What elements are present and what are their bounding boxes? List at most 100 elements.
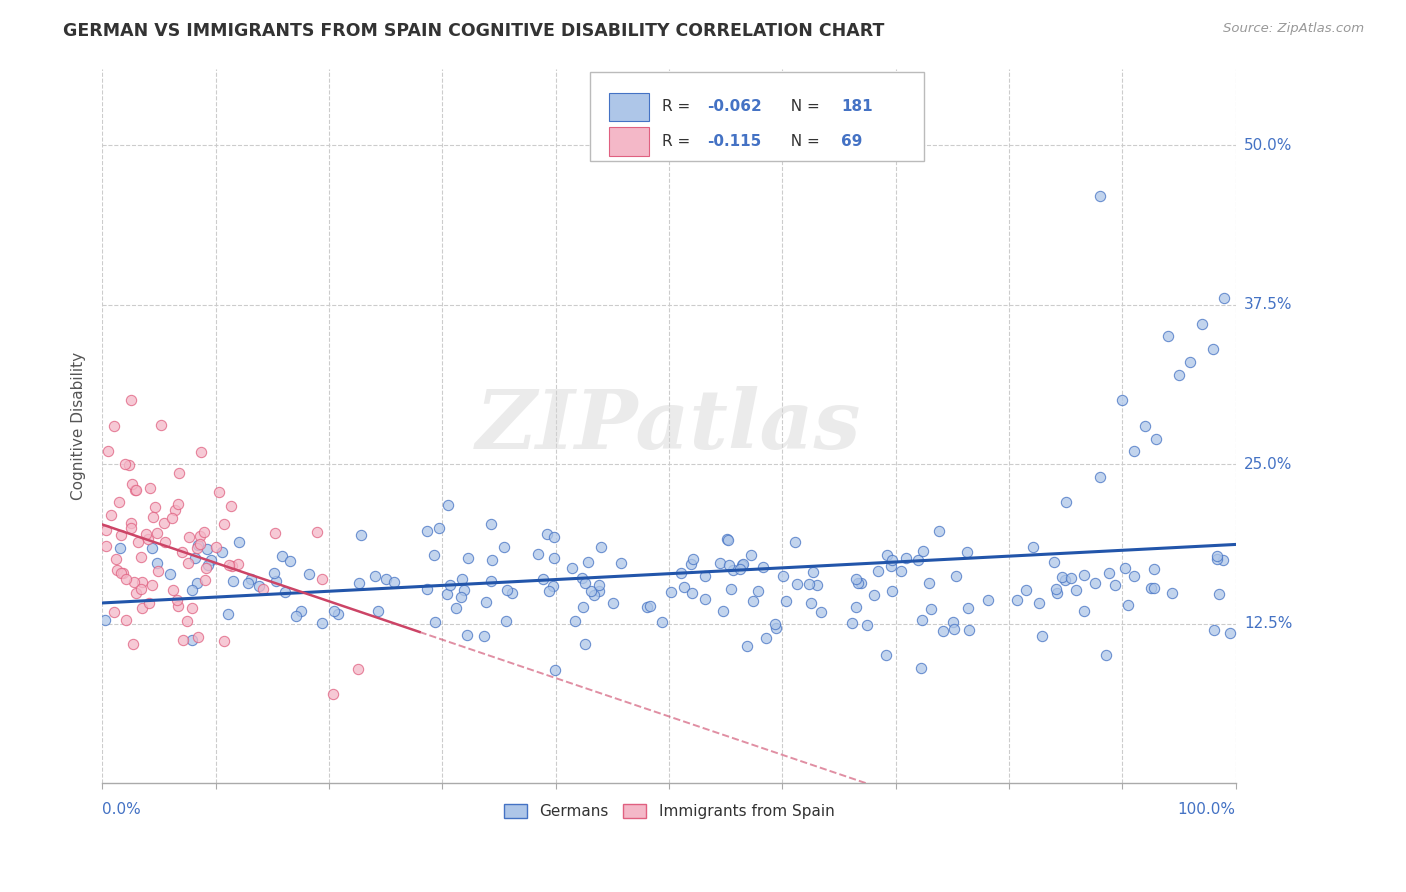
Point [177,530,200,544]
Point [531,572,554,586]
Point [166,592,188,607]
Point [1157,329,1180,343]
Point [278,554,301,568]
Point [110,566,132,580]
Point [177,557,200,571]
Point [742,593,765,607]
Point [1219,626,1241,640]
Text: 37.5%: 37.5% [1244,297,1292,312]
Bar [609,127,648,156]
Point [1031,629,1053,643]
Point [472,629,495,643]
Point [142,510,165,524]
Point [1168,368,1191,382]
Point [728,562,751,576]
Point [170,544,193,558]
Point [285,608,308,623]
Point [717,533,740,547]
Point [856,618,879,632]
Point [146,525,169,540]
Point [1104,577,1126,591]
Point [880,584,903,599]
Point [579,584,602,599]
Point [200,552,222,566]
Point [492,540,515,554]
Point [1122,569,1144,583]
Text: R =: R = [662,134,696,149]
Point [184,551,207,566]
Point [711,604,734,618]
Point [800,596,823,610]
Point [104,551,127,566]
Point [845,572,868,586]
Point [1022,540,1045,554]
Point [145,500,167,515]
Point [863,588,886,602]
Point [131,574,153,589]
Text: 25.0%: 25.0% [1244,457,1292,472]
Point [1143,562,1166,576]
Point [125,483,148,497]
Point [1046,586,1069,600]
Point [247,579,270,593]
Point [305,525,328,540]
Point [436,498,458,512]
Point [672,580,695,594]
Point [574,637,596,651]
Point [100,508,122,522]
Point [1202,343,1225,357]
Point [167,466,190,480]
Point [718,558,741,572]
Text: R =: R = [662,99,696,114]
Point [311,573,333,587]
Point [733,557,755,571]
Point [423,548,446,562]
Point [495,614,517,628]
Point [907,553,929,567]
Point [693,568,716,582]
Point [127,535,149,549]
Point [543,551,565,566]
Point [475,594,498,608]
Point [527,547,550,561]
Point [976,593,998,607]
Point [1084,575,1107,590]
Point [723,563,745,577]
Point [153,534,176,549]
Point [110,541,132,555]
Point [208,484,231,499]
Point [910,661,932,675]
Point [1206,552,1229,566]
Point [271,549,294,563]
Point [181,633,204,648]
Point [681,585,703,599]
Point [735,639,758,653]
Point [186,576,208,591]
Point [588,578,610,592]
Point [479,574,502,588]
Point [928,524,950,538]
Point [347,662,370,676]
Point [879,559,901,574]
Point [1191,317,1213,331]
Point [219,499,242,513]
Point [136,533,159,547]
Y-axis label: Cognitive Disability: Cognitive Disability [72,351,86,500]
Point [841,616,863,631]
Point [786,577,808,591]
Point [955,545,977,559]
Point [481,552,503,566]
Point [875,648,897,662]
Point [290,604,312,618]
Point [118,458,141,472]
Point [945,568,967,582]
Point [457,551,479,566]
Point [110,528,132,542]
Point [456,628,478,642]
Point [681,558,703,572]
Point [122,637,145,651]
Point [1212,553,1234,567]
Point [1054,495,1077,509]
Point [959,623,981,637]
Point [544,664,567,678]
